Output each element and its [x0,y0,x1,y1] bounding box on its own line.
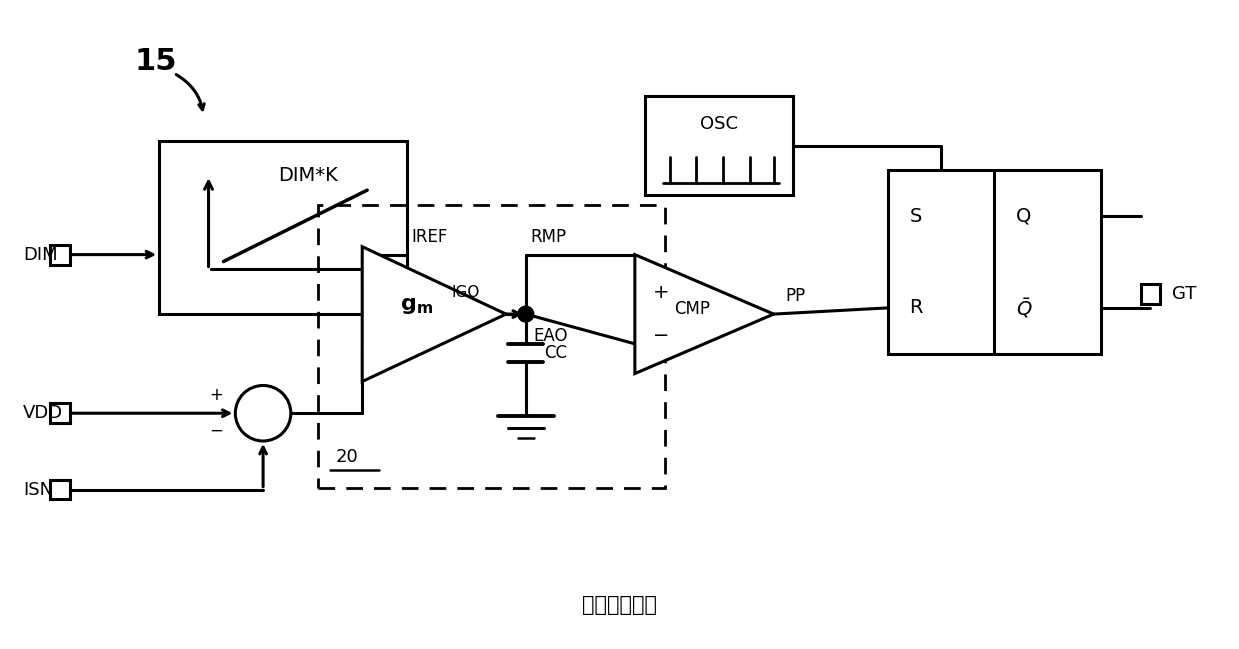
Bar [50,480,69,500]
Text: EAO: EAO [534,327,569,345]
Text: GT: GT [1172,286,1197,303]
Polygon shape [634,254,773,374]
Text: CMP: CMP [674,300,710,318]
Text: R: R [908,299,922,317]
Text: +: + [653,283,669,302]
Text: −: − [653,326,669,345]
Text: $\mathbf{g}_\mathbf{m}$: $\mathbf{g}_\mathbf{m}$ [400,296,434,316]
Text: 20: 20 [336,448,358,466]
Bar [644,96,793,195]
Text: +: + [209,386,223,404]
Text: Q: Q [1016,206,1032,226]
Text: −: − [209,422,223,440]
Text: ISN: ISN [24,480,53,498]
Text: CC: CC [544,344,566,361]
Circle shape [518,306,534,322]
Bar [317,205,664,487]
Text: OSC: OSC [700,115,738,133]
Text: RMP: RMP [530,228,567,246]
Bar [1141,284,1161,304]
Text: VDD: VDD [24,404,63,422]
Text: DIM*K: DIM*K [278,165,337,185]
Bar [887,170,1100,354]
Text: IREF: IREF [411,228,449,246]
Circle shape [235,386,291,441]
Text: PP: PP [786,288,805,305]
Text: IGO: IGO [451,285,479,300]
Bar [50,403,69,423]
Text: （现有技术）: （现有技术） [582,594,658,615]
Text: S: S [909,206,922,226]
Text: DIM: DIM [24,245,58,263]
Text: $\bar{Q}$: $\bar{Q}$ [1016,296,1032,320]
Bar [50,245,69,265]
Text: 15: 15 [134,47,177,76]
Bar [159,141,406,314]
Polygon shape [362,247,506,382]
